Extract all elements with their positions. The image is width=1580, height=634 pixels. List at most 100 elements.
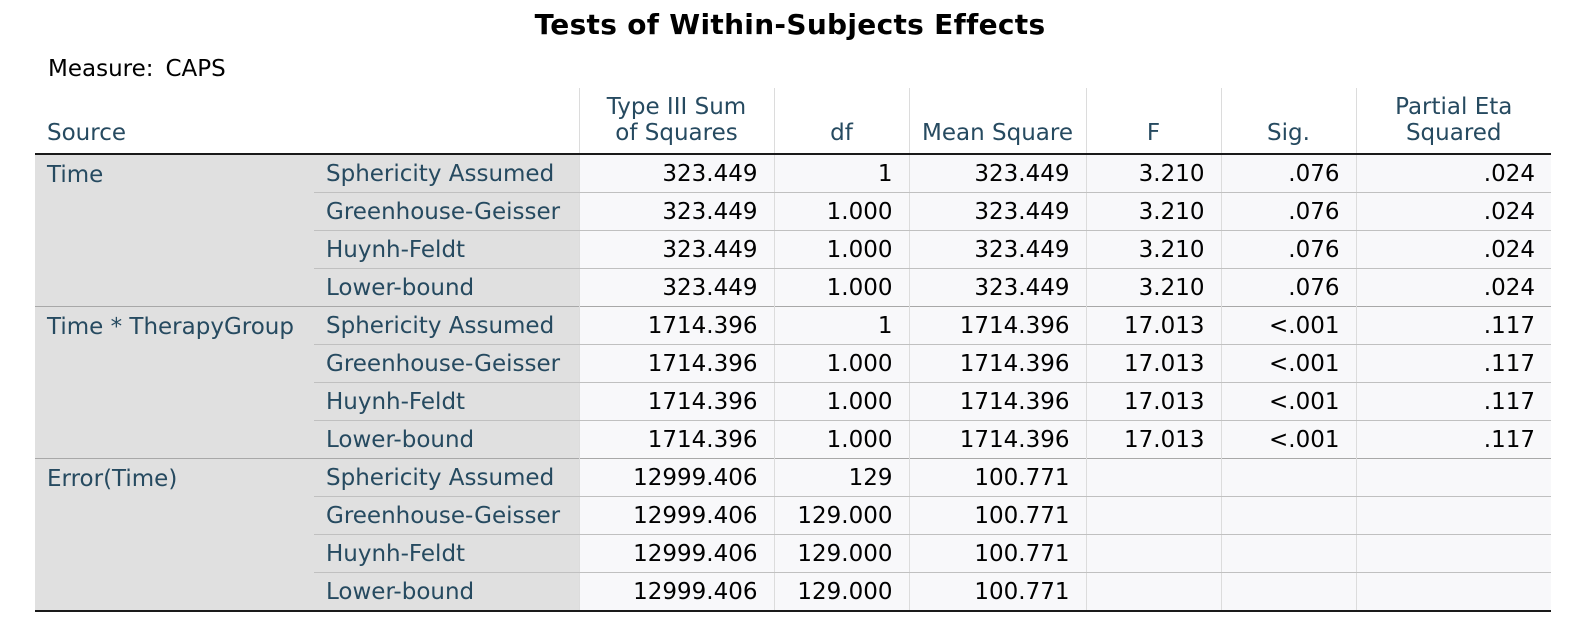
correction-label: Greenhouse-Geisser (314, 496, 579, 535)
sum-of-squares-cell: 323.449 (578, 230, 774, 269)
mean-square-cell: 323.449 (908, 153, 1086, 193)
table-row: Lower-bound 12999.406 129.000 100.771 (35, 572, 1551, 611)
table-row: Huynh-Feldt 12999.406 129.000 100.771 (35, 534, 1551, 573)
df-cell: 1.000 (773, 382, 909, 421)
sum-of-squares-cell: 12999.406 (578, 458, 774, 497)
sum-of-squares-cell: 323.449 (578, 153, 774, 193)
correction-label: Sphericity Assumed (314, 458, 579, 497)
mean-square-cell: 100.771 (908, 496, 1086, 535)
source-group-label: Time (35, 153, 314, 307)
correction-label: Lower-bound (314, 572, 579, 611)
correction-label: Lower-bound (314, 268, 579, 307)
table-row: Greenhouse-Geisser 323.449 1.000 323.449 3.2… (35, 192, 1551, 231)
sum-of-squares-cell: 323.449 (578, 192, 774, 231)
f-cell (1085, 572, 1221, 611)
sig-cell: <.001 (1220, 420, 1356, 459)
partial-eta-cell: .024 (1355, 268, 1551, 307)
df-cell: 1.000 (773, 192, 909, 231)
correction-label: Huynh-Feldt (314, 534, 579, 573)
correction-label: Greenhouse-Geisser (314, 344, 579, 383)
correction-label: Lower-bound (314, 420, 579, 459)
mean-square-cell: 100.771 (908, 572, 1086, 611)
f-cell (1085, 534, 1221, 573)
mean-square-cell: 1714.396 (908, 344, 1086, 383)
sig-cell: .076 (1220, 230, 1356, 269)
f-cell: 3.210 (1085, 192, 1221, 231)
col-header-sig: Sig. (1220, 88, 1356, 154)
df-cell: 129.000 (773, 572, 909, 611)
table-row: Time * TherapyGroup Sphericity Assumed 171… (35, 306, 1551, 459)
sig-cell (1220, 572, 1356, 611)
sig-cell: <.001 (1220, 382, 1356, 421)
mean-square-cell: 1714.396 (908, 306, 1086, 345)
col-header-partial-eta: Partial Eta Squared (1355, 88, 1551, 154)
partial-eta-cell (1355, 496, 1551, 535)
correction-label: Huynh-Feldt (314, 230, 579, 269)
f-cell: 3.210 (1085, 153, 1221, 193)
mean-square-cell: 323.449 (908, 230, 1086, 269)
df-cell: 1.000 (773, 344, 909, 383)
f-cell (1085, 458, 1221, 497)
mean-square-cell: 100.771 (908, 458, 1086, 497)
table-row: Greenhouse-Geisser 12999.406 129.000 100.77… (35, 496, 1551, 535)
df-cell: 1 (773, 153, 909, 193)
df-cell: 129.000 (773, 534, 909, 573)
df-cell: 1.000 (773, 230, 909, 269)
sum-of-squares-cell: 12999.406 (578, 496, 774, 535)
df-cell: 129.000 (773, 496, 909, 535)
col-header-f: F (1085, 88, 1221, 154)
table-row: Time Sphericity Assumed 323.449 1 323.449 3.2… (35, 153, 1551, 307)
within-subjects-effects-table: Source Type III Sum of Squares df Mean Sq… (35, 88, 1551, 612)
col-header-mean-square: Mean Square (908, 88, 1086, 154)
partial-eta-cell: .117 (1355, 420, 1551, 459)
table-body: Time Sphericity Assumed 323.449 1 323.449 3.2… (35, 153, 1551, 611)
sig-cell: .076 (1220, 153, 1356, 193)
col-header-df: df (773, 88, 909, 154)
sum-of-squares-cell: 1714.396 (578, 344, 774, 383)
f-cell: 17.013 (1085, 420, 1221, 459)
table-title: Tests of Within-Subjects Effects (534, 8, 1046, 41)
correction-label: Sphericity Assumed (314, 306, 579, 345)
partial-eta-cell: .024 (1355, 230, 1551, 269)
sig-cell: .076 (1220, 268, 1356, 307)
col-header-sum-of-squares: Type III Sum of Squares (578, 88, 774, 154)
sig-cell: <.001 (1220, 306, 1356, 345)
table-row: Greenhouse-Geisser 1714.396 1.000 1714.396 1… (35, 344, 1551, 383)
measure-value: CAPS (165, 56, 226, 82)
correction-label: Greenhouse-Geisser (314, 192, 579, 231)
source-group-label: Time * TherapyGroup (35, 306, 314, 459)
df-cell: 1.000 (773, 420, 909, 459)
sum-of-squares-cell: 12999.406 (578, 572, 774, 611)
table-row: Lower-bound 323.449 1.000 323.449 3.210.076.… (35, 268, 1551, 307)
partial-eta-cell (1355, 572, 1551, 611)
sig-cell (1220, 458, 1356, 497)
measure-label: Measure: (48, 56, 154, 82)
correction-label: Huynh-Feldt (314, 382, 579, 421)
sum-of-squares-cell: 1714.396 (578, 382, 774, 421)
col-header-source: Source (47, 120, 126, 146)
mean-square-cell: 323.449 (908, 268, 1086, 307)
sig-cell (1220, 496, 1356, 535)
df-cell: 1 (773, 306, 909, 345)
f-cell (1085, 496, 1221, 535)
partial-eta-cell (1355, 534, 1551, 573)
measure-line: Measure: CAPS (48, 56, 226, 82)
f-cell: 17.013 (1085, 382, 1221, 421)
partial-eta-cell: .117 (1355, 382, 1551, 421)
sig-cell (1220, 534, 1356, 573)
f-cell: 3.210 (1085, 268, 1221, 307)
table-row: Huynh-Feldt 1714.396 1.000 1714.396 17.013 <.… (35, 382, 1551, 421)
mean-square-cell: 100.771 (908, 534, 1086, 573)
df-cell: 1.000 (773, 268, 909, 307)
mean-square-cell: 323.449 (908, 192, 1086, 231)
partial-eta-cell: .024 (1355, 192, 1551, 231)
f-cell: 17.013 (1085, 306, 1221, 345)
sum-of-squares-cell: 323.449 (578, 268, 774, 307)
f-cell: 3.210 (1085, 230, 1221, 269)
sum-of-squares-cell: 12999.406 (578, 534, 774, 573)
source-group-label: Error(Time) (35, 458, 314, 611)
mean-square-cell: 1714.396 (908, 420, 1086, 459)
sig-cell: .076 (1220, 192, 1356, 231)
df-cell: 129 (773, 458, 909, 497)
correction-label: Sphericity Assumed (314, 153, 579, 193)
